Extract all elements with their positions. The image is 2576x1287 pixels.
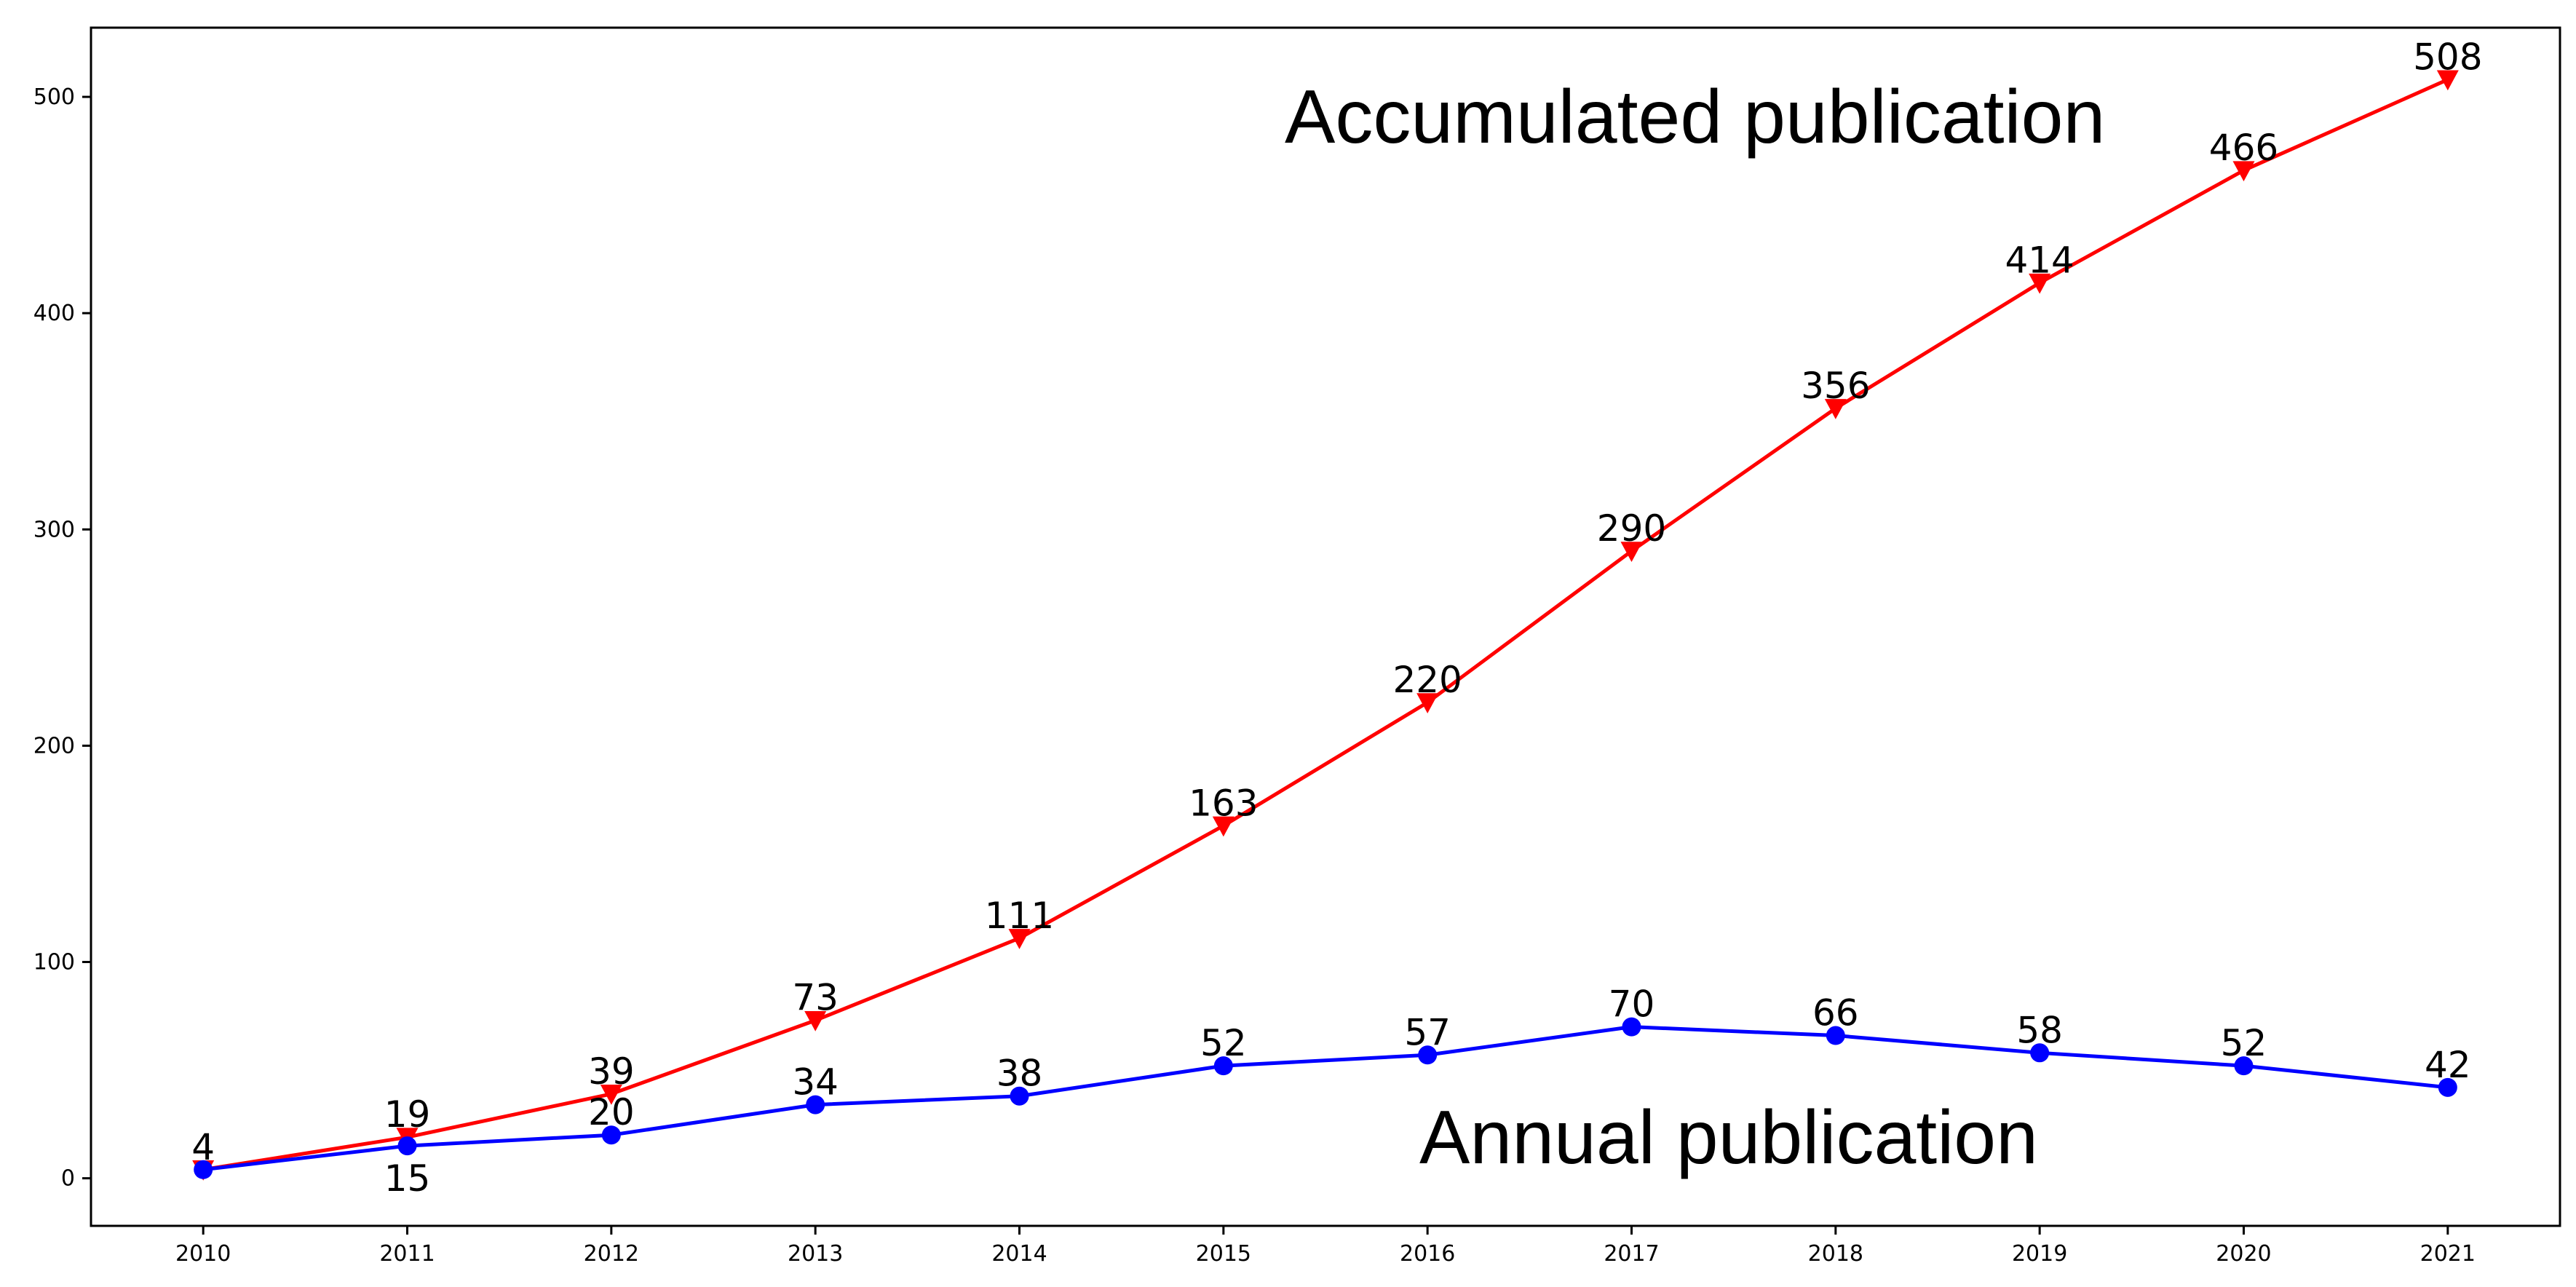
annual-point-2010: [194, 1160, 213, 1179]
accumulated-label-2021: 508: [2413, 36, 2482, 78]
annual-point-2017: [1622, 1017, 1641, 1037]
y-axis: 0 100 200 300 400 500: [33, 84, 91, 1192]
annual-point-2011: [397, 1136, 417, 1156]
annual-point-2021: [2438, 1077, 2457, 1097]
accumulated-point-2012: [600, 1085, 622, 1105]
accumulated-series-line: [202, 78, 2449, 1172]
accumulated-label-2019: 414: [2005, 239, 2074, 282]
accumulated-label-2017: 290: [1597, 507, 1666, 550]
accumulated-label-2018: 356: [1801, 365, 1870, 407]
annual-label-2019: 58: [2016, 1009, 2063, 1051]
annual-publication-annotation: Annual publication: [1419, 1096, 2038, 1180]
accumulated-label-2012: 39: [588, 1050, 635, 1093]
annual-label-2018: 66: [1812, 992, 1859, 1034]
annual-series-line: [202, 1025, 2449, 1172]
accumulated-label-2015: 163: [1189, 782, 1258, 824]
annual-label-2013: 34: [792, 1061, 839, 1104]
x-tick-label-2013: 2013: [788, 1241, 843, 1267]
accumulated-label-2011: 19: [384, 1093, 431, 1136]
accumulated-point-2016: [1416, 693, 1439, 713]
annual-label-2015: 52: [1200, 1022, 1247, 1064]
annual-label-2012: 20: [588, 1091, 635, 1133]
x-tick-label-2017: 2017: [1604, 1241, 1659, 1267]
y-tick-label-500: 500: [33, 84, 75, 110]
x-tick-label-2014: 2014: [991, 1241, 1047, 1267]
accumulated-label-2016: 220: [1392, 659, 1462, 701]
x-tick-label-2021: 2021: [2420, 1241, 2476, 1267]
y-tick-label-200: 200: [33, 733, 75, 759]
accumulated-point-2018: [1824, 399, 1847, 419]
annual-label-2020: 52: [2221, 1022, 2267, 1064]
annual-point-2016: [1418, 1045, 1438, 1065]
x-tick-label-2010: 2010: [175, 1241, 231, 1267]
y-tick-label-100: 100: [33, 950, 75, 975]
annual-point-2013: [806, 1095, 825, 1114]
x-tick-label-2019: 2019: [2012, 1241, 2067, 1267]
annual-point-2014: [1010, 1086, 1029, 1106]
accumulated-label-2010: 4: [191, 1126, 215, 1168]
x-tick-label-2015: 2015: [1196, 1241, 1251, 1267]
accumulated-label-2020: 466: [2209, 127, 2278, 169]
annual-point-2020: [2234, 1056, 2254, 1076]
data-labels: 4 19 39 73 111 163 220 290 356 414 466 508 15 20 34 38 5…: [191, 36, 2482, 1200]
annual-label-2017: 70: [1609, 983, 1655, 1026]
accumulated-label-2013: 73: [792, 977, 839, 1019]
x-tick-label-2012: 2012: [584, 1241, 639, 1267]
annual-label-2014: 38: [996, 1053, 1043, 1095]
annual-point-2019: [2030, 1043, 2050, 1063]
accumulated-point-2015: [1212, 816, 1235, 837]
y-tick-label-400: 400: [33, 301, 75, 326]
x-tick-label-2018: 2018: [1808, 1241, 1863, 1267]
x-tick-label-2016: 2016: [1400, 1241, 1455, 1267]
y-tick-label-300: 300: [33, 517, 75, 542]
annual-point-2012: [601, 1125, 621, 1145]
accumulated-point-2013: [804, 1010, 827, 1031]
y-tick-label-0: 0: [61, 1166, 75, 1192]
x-axis: 2010 2011 2012 2013 2014 2015 2016 2017 2018 2019…: [175, 1226, 2476, 1267]
annual-point-2015: [1213, 1056, 1233, 1076]
x-tick-label-2011: 2011: [379, 1241, 435, 1267]
annual-label-2011: 15: [384, 1157, 431, 1200]
series-markers: [192, 70, 2459, 1181]
annual-label-2016: 57: [1404, 1011, 1451, 1053]
accumulated-point-2017: [1620, 542, 1643, 563]
annual-point-2018: [1826, 1026, 1845, 1045]
accumulated-point-2014: [1008, 929, 1031, 949]
accumulated-label-2014: 111: [985, 895, 1054, 937]
accumulated-point-2019: [2029, 273, 2051, 294]
accumulated-point-2021: [2436, 70, 2459, 91]
accumulated-point-2020: [2232, 161, 2255, 182]
annual-label-2021: 42: [2425, 1044, 2471, 1086]
plot-area: [90, 26, 2561, 1227]
x-tick-label-2020: 2020: [2216, 1241, 2271, 1267]
accumulated-publication-annotation: Accumulated publication: [1285, 75, 2105, 159]
series-lines: [202, 78, 2449, 1172]
